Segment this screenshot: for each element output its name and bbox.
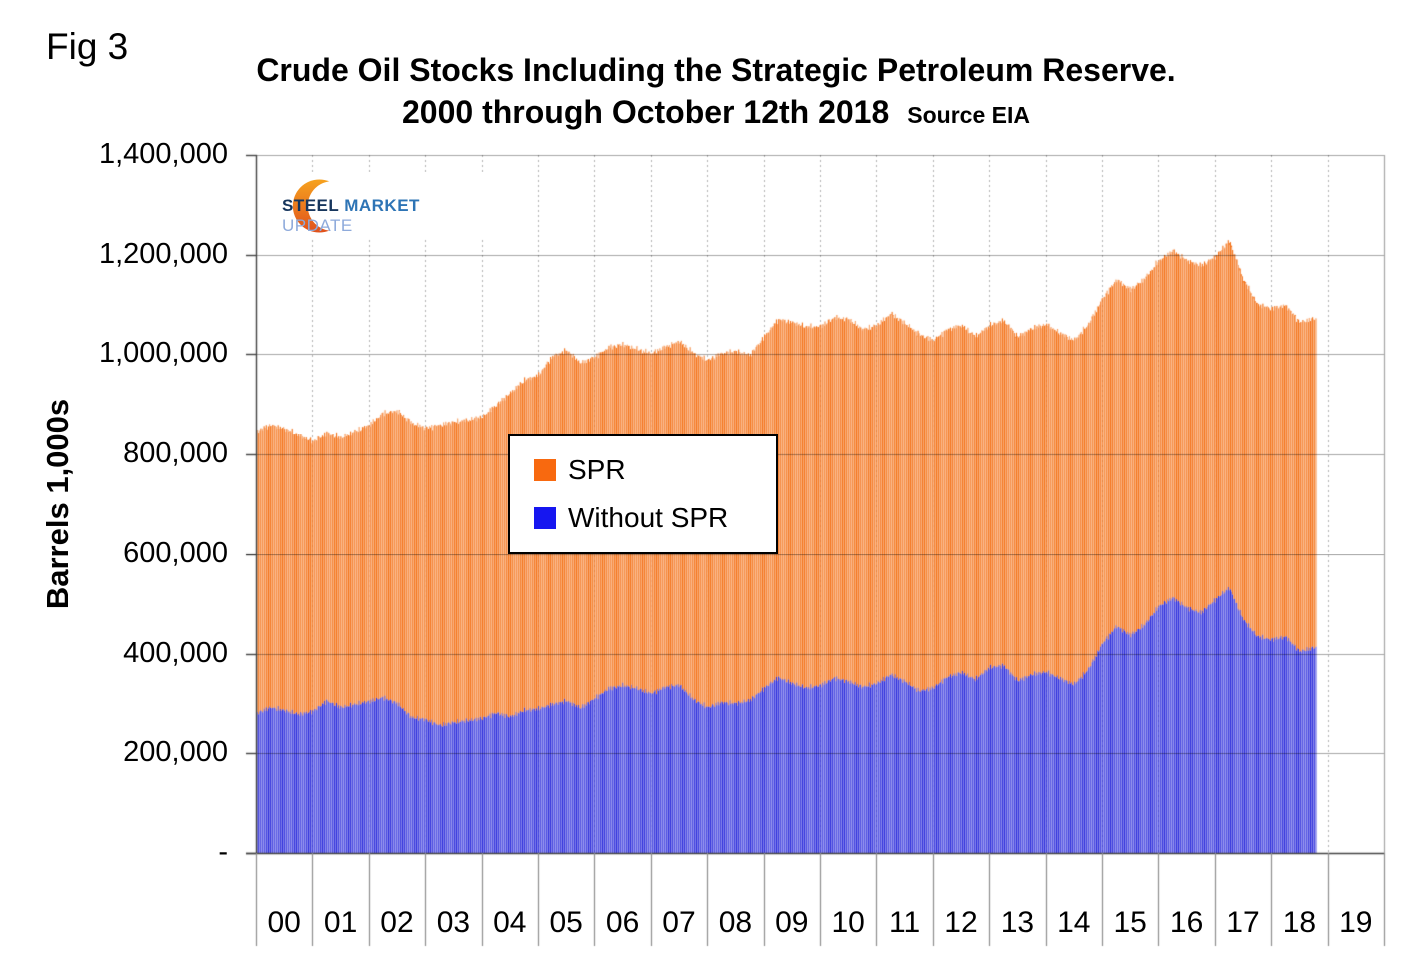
x-tick-label: 08 [718,906,753,939]
steel-market-update-logo: STEEL MARKET UPDATE [276,172,492,238]
legend-item-spr: SPR [534,448,776,492]
y-tick-label: - [218,836,228,868]
logo-word-market: MARKET [344,196,420,215]
logo-word-update: UPDATE [282,216,353,235]
figure-label: Fig 3 [46,26,129,67]
x-tick-label: 04 [493,906,527,939]
legend-label-without-spr: Without SPR [568,502,729,533]
legend: SPR Without SPR [508,434,778,554]
y-tick-label: 800,000 [123,437,228,470]
logo-wordmark: STEEL MARKET UPDATE [282,196,492,236]
x-tick-label: 13 [1000,906,1035,939]
chart-title-line2: 2000 through October 12th 2018 Source EIA [0,94,1420,131]
y-axis-label: Barrels 1,000s [40,398,75,610]
x-tick-label: 02 [380,906,414,939]
x-tick-label: 09 [775,906,809,939]
logo-crescent-icon [292,179,346,233]
x-tick-label: 01 [323,906,358,939]
x-tick-label: 18 [1282,906,1317,939]
x-tick-label: 17 [1226,906,1260,939]
legend-item-without-spr: Without SPR [534,496,776,540]
y-tick-label: 200,000 [123,736,228,769]
logo-word-steel: STEEL [282,196,339,215]
source-note: Source EIA [907,102,1030,128]
x-tick-label: 06 [605,906,640,939]
x-tick-label: 05 [549,906,583,939]
x-tick-label: 19 [1339,906,1373,939]
y-tick-label: 1,400,000 [98,138,228,170]
legend-swatch-spr [534,459,556,481]
chart-subtitle: 2000 through October 12th 2018 [402,94,890,130]
legend-label-spr: SPR [568,454,626,485]
x-tick-label: 07 [662,906,696,939]
y-tick-label: 400,000 [123,636,228,669]
legend-swatch-without-spr [534,507,556,529]
y-tick-label: 600,000 [123,536,228,569]
chart-title-line1: Crude Oil Stocks Including the Strategic… [256,52,1176,88]
x-tick-label: 03 [436,906,471,939]
x-tick-label: 14 [1057,906,1091,939]
x-tick-label: 12 [944,906,978,939]
x-tick-label: 16 [1169,906,1204,939]
x-tick-label: 00 [267,906,301,939]
x-tick-label: 11 [889,906,921,939]
x-tick-label: 15 [1113,906,1147,939]
y-tick-label: 1,000,000 [98,337,228,370]
y-tick-label: 1,200,000 [98,237,228,270]
x-tick-label: 10 [831,906,865,939]
